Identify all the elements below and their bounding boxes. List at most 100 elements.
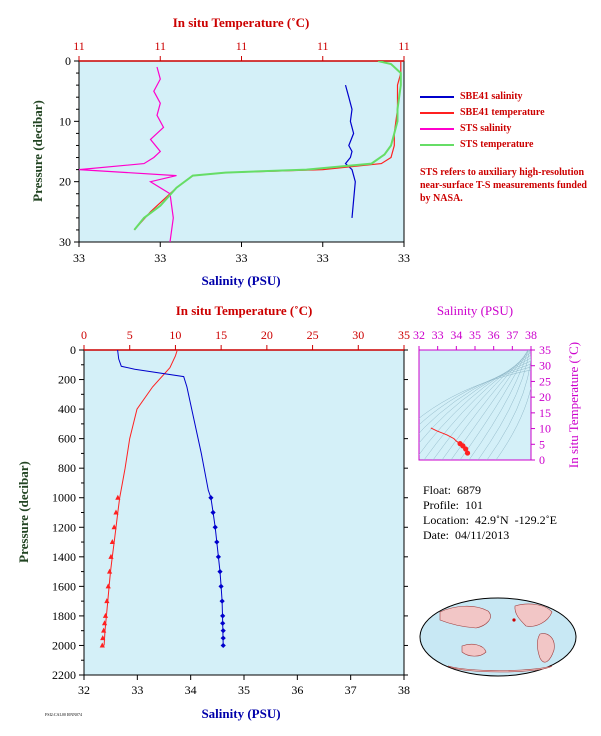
profile-salinity-marker xyxy=(210,509,216,516)
profile-y-tick-label: 1000 xyxy=(52,491,76,505)
profile-bottom-tick-label: 35 xyxy=(238,683,250,697)
profile-bottom-tick-label: 37 xyxy=(345,683,357,697)
profile-x-axis-title: Salinity (PSU) xyxy=(201,706,280,721)
profile-y-tick-label: 1400 xyxy=(52,550,76,564)
ts-curve-marker xyxy=(464,450,471,456)
legend-label: SBE41 salinity xyxy=(460,91,523,102)
profile-bottom-tick-label: 34 xyxy=(185,683,197,697)
ts-y-tick-label: 10 xyxy=(539,422,551,436)
legend-label: SBE41 temperature xyxy=(460,107,545,118)
profile-salinity-marker xyxy=(220,628,226,634)
world-map xyxy=(419,597,577,677)
profile-top-axis-title: In situ Temperature (˚C) xyxy=(176,303,313,318)
surface-bottom-tick-label: 33 xyxy=(73,251,85,265)
surface-top-tick-label: 11 xyxy=(236,39,248,53)
profile-top-tick-label: 30 xyxy=(352,328,364,342)
sts-note: STS refers to auxiliary high-resolution … xyxy=(420,167,587,204)
legend-item-sts-temperature: STS temperature xyxy=(420,139,533,150)
legend-swatch-sbe41-temperature xyxy=(420,111,454,114)
profile-top-tick-label: 35 xyxy=(398,328,410,342)
location: Location: 42.9˚N -129.2˚E xyxy=(423,513,557,527)
profile-y-tick-label: 1800 xyxy=(52,609,76,623)
ts-top-tick-label: 34 xyxy=(450,328,462,342)
profile-temperature-marker xyxy=(111,524,117,530)
profile-y-tick-label: 800 xyxy=(58,461,76,475)
profile-y-tick-label: 600 xyxy=(58,432,76,446)
ts-y-axis-title: In situ Temperature (˚C) xyxy=(566,342,581,468)
profile-top-tick-label: 10 xyxy=(169,328,181,342)
surface-top-axis-title: In situ Temperature (˚C) xyxy=(173,15,310,30)
profile-y-tick-label: 1600 xyxy=(52,579,76,593)
ts-y-tick-label: 20 xyxy=(539,390,551,404)
surface-y-tick-label: 30 xyxy=(59,235,71,249)
profile-bottom-tick-label: 38 xyxy=(398,683,410,697)
ts-top-tick-label: 33 xyxy=(432,328,444,342)
profile-temperature-marker xyxy=(108,553,114,559)
ts-top-tick-label: 38 xyxy=(525,328,537,342)
surface-top-tick-label: 11 xyxy=(73,39,85,53)
legend-swatch-sbe41-salinity xyxy=(420,95,454,98)
profile-salinity-marker xyxy=(218,583,224,589)
ts-diagram-chart: Salinity (PSU) 32 33 34 35 36 37 38 0 510 15 20 25… xyxy=(413,303,581,468)
profile-top-tick-label: 0 xyxy=(81,328,87,342)
legend-item-sbe41-temperature: SBE41 temperature xyxy=(420,107,545,118)
surface-series-sbe41-salinity xyxy=(344,84,356,218)
profile-salinity-marker xyxy=(212,524,218,530)
profile-top-tick-label: 5 xyxy=(127,328,133,342)
surface-bottom-tick-label: 33 xyxy=(317,251,329,265)
profile-temperature-marker xyxy=(99,642,105,648)
ts-y-tick-label: 15 xyxy=(539,406,551,420)
profile-salinity-marker xyxy=(220,642,226,649)
profile-bottom-tick-label: 33 xyxy=(131,683,143,697)
profile-salinity-marker xyxy=(208,495,214,501)
float-id: Float: 6879 xyxy=(423,483,482,497)
profile-top-tick-label: 25 xyxy=(307,328,319,342)
profile-temperature-marker xyxy=(105,583,111,589)
profile-top-tick-label: 15 xyxy=(215,328,227,342)
profile-y-tick-label: 400 xyxy=(58,402,76,416)
ts-density-contour xyxy=(459,350,529,460)
full-profile-chart: In situ Temperature (˚C) 0 5 10 15 20 25 30 35 … xyxy=(16,303,410,721)
surface-top-tick-label: 11 xyxy=(398,39,410,53)
ts-top-tick-label: 36 xyxy=(488,328,500,342)
surface-series-sts-temperature xyxy=(133,61,402,231)
profile-bottom-tick-label: 32 xyxy=(78,683,90,697)
legend-swatch-sts-salinity xyxy=(420,127,454,130)
legend-item-sts-salinity: STS salinity xyxy=(420,123,511,134)
map-landmass-antarctica xyxy=(447,665,553,673)
profile-temperature-marker xyxy=(100,635,106,641)
profile-plot-area xyxy=(83,349,405,676)
profile-salinity-marker xyxy=(215,554,221,560)
ts-density-contour xyxy=(419,360,531,444)
profile-y-tick-label: 0 xyxy=(70,343,76,357)
profile-y-tick-label: 2000 xyxy=(52,638,76,652)
profile-salinity-marker xyxy=(217,568,223,575)
map-landmass-australia xyxy=(461,643,487,657)
profile-bottom-tick-label: 36 xyxy=(291,683,303,697)
date: Date: 04/11/2013 xyxy=(423,528,510,542)
profile-temperature-marker xyxy=(115,494,121,500)
profile-temperature-marker xyxy=(101,620,108,626)
surface-bottom-tick-label: 33 xyxy=(236,251,248,265)
profile-y-tick-label: 2200 xyxy=(52,668,76,682)
ts-top-tick-label: 35 xyxy=(469,328,481,342)
profile-temperature-marker xyxy=(107,568,113,574)
ts-y-tick-label: 0 xyxy=(539,453,545,467)
map-landmass-south-america xyxy=(537,633,555,663)
surface-top-tick-label: 11 xyxy=(154,39,166,53)
map-float-location-marker xyxy=(512,618,516,622)
ts-y-tick-label: 35 xyxy=(539,343,551,357)
ts-top-tick-label: 32 xyxy=(413,328,425,342)
ts-density-contour xyxy=(486,355,531,460)
ts-y-tick-label: 5 xyxy=(539,437,545,451)
ts-top-axis-title: Salinity (PSU) xyxy=(437,303,513,318)
profile-top-tick-label: 20 xyxy=(261,328,273,342)
profile-salinity-marker xyxy=(220,613,226,619)
ts-density-contour xyxy=(495,386,531,460)
surface-bottom-tick-label: 33 xyxy=(154,251,166,265)
surface-y-tick-label: 0 xyxy=(65,54,71,68)
profile-salinity-marker xyxy=(219,598,225,604)
profile-temperature-marker xyxy=(101,627,107,633)
surface-y-axis-title: Pressure (decibar) xyxy=(30,100,45,202)
